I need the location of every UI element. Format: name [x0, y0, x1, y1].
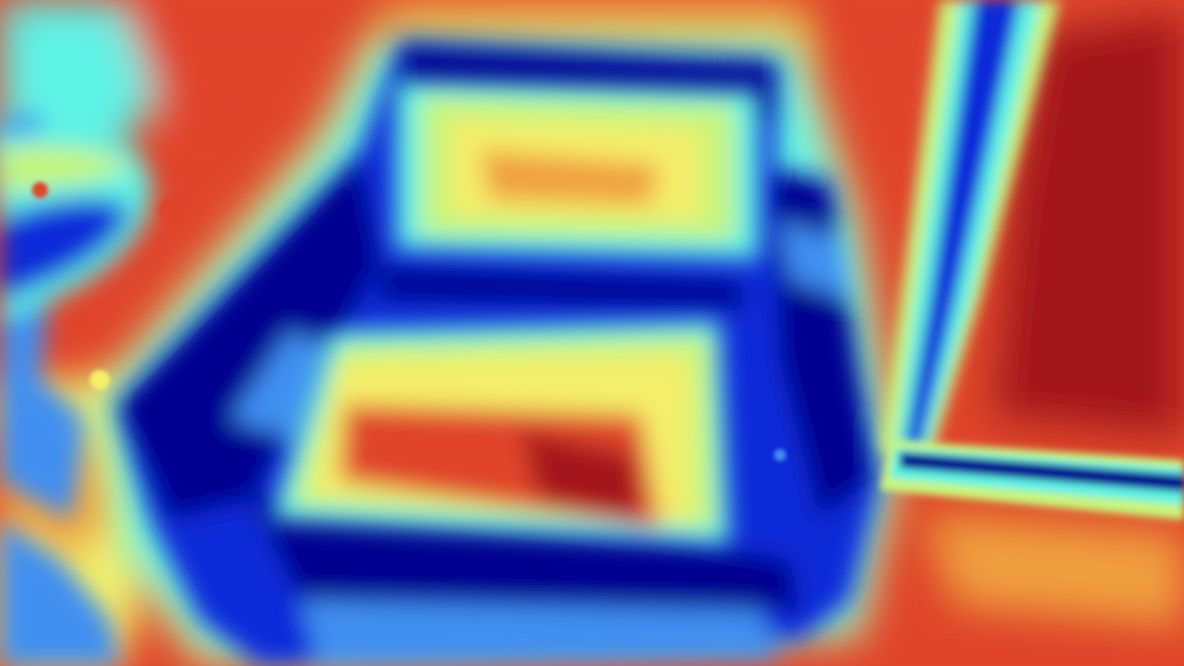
- backrest-cushion-orange: [480, 150, 660, 205]
- door-panel-dark: [990, 10, 1184, 440]
- right-column-red: [800, 0, 960, 420]
- door-frame: [880, 0, 1060, 460]
- left-arm-deep: [118, 155, 380, 520]
- threshold-blue: [900, 452, 1184, 492]
- door-frame-blue: [905, 0, 1020, 450]
- speckle: [158, 198, 182, 222]
- speckles: [32, 182, 786, 461]
- floor-right-orange: [930, 520, 1184, 620]
- left-round-object-top: [0, 146, 130, 190]
- left-round-object-blue: [0, 199, 130, 300]
- left-lower-blue: [0, 520, 120, 666]
- left-objects: [0, 115, 151, 666]
- chair-base-lightblue: [300, 600, 780, 666]
- seat-cushion: [270, 320, 730, 545]
- door-threshold: [880, 440, 1184, 520]
- right-arm-stripes: [780, 220, 850, 300]
- speckle: [90, 370, 110, 390]
- speckle: [32, 182, 48, 198]
- backrest-cushion: [395, 80, 760, 260]
- seat-cushion-darkred: [520, 430, 640, 520]
- seat-back-rail: [380, 265, 745, 310]
- speckle: [774, 449, 786, 461]
- top-left-red: [120, 0, 380, 150]
